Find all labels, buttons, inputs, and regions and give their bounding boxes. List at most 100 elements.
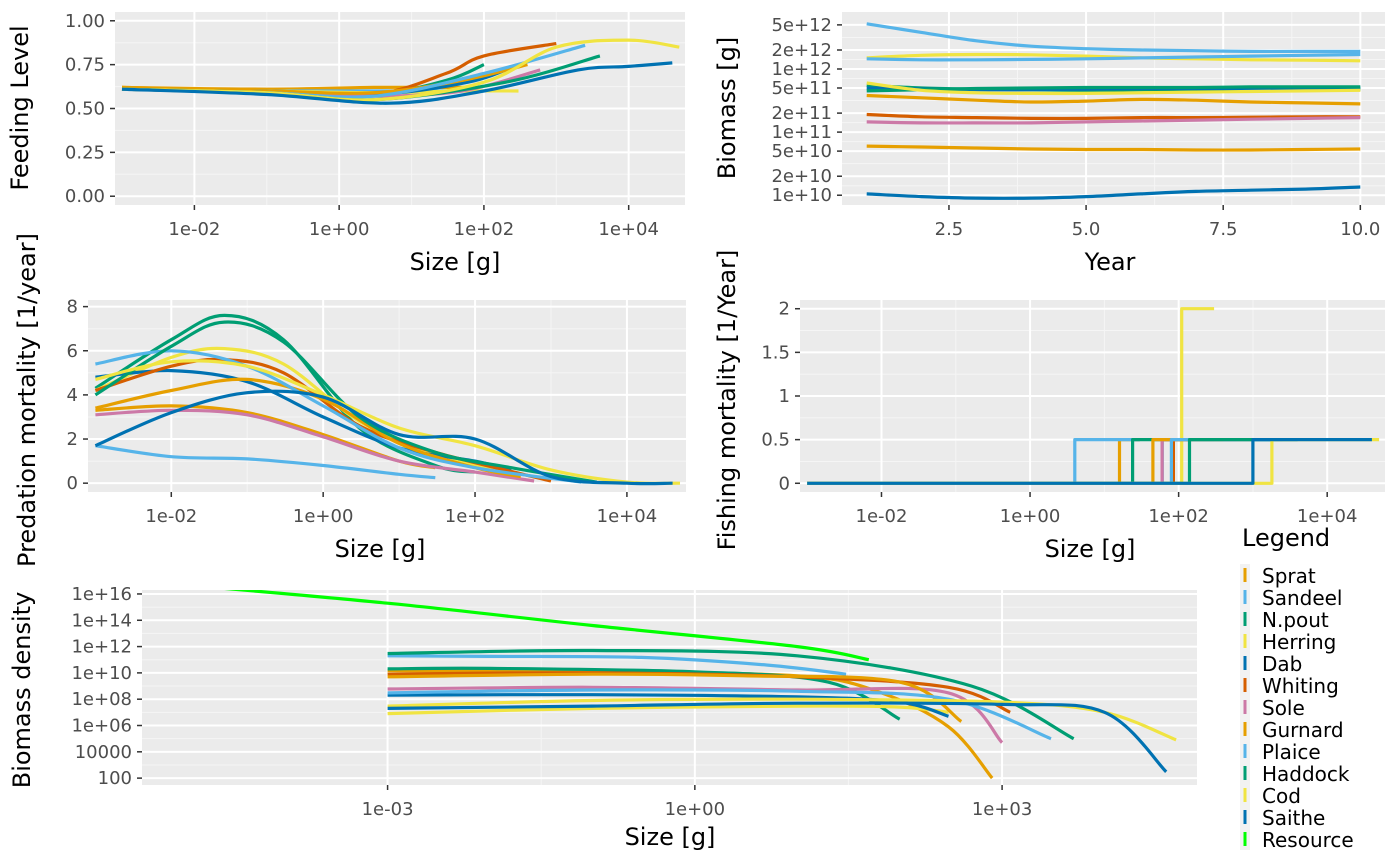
y-axis-title: Biomass [g]	[713, 37, 741, 180]
y-tick-label: 6	[67, 341, 78, 362]
series-group	[121, 38, 680, 105]
y-axis-title: Biomass density	[8, 592, 36, 789]
y-tick-label: 1e+12	[71, 637, 132, 658]
legend-label: Herring	[1262, 630, 1336, 654]
legend-title: Legend	[1242, 524, 1330, 552]
y-tick-label: 2	[779, 299, 790, 320]
series-line-cod	[95, 359, 681, 485]
series-line-plaice	[866, 52, 1361, 62]
x-axis-title: Year	[1084, 248, 1136, 276]
legend-label: Sandeel	[1262, 586, 1343, 610]
series-line-saithe	[866, 185, 1361, 200]
x-tick-label: 1e+04	[597, 506, 658, 527]
y-tick-label: 1e+11	[771, 122, 832, 143]
legend-label: Gurnard	[1262, 718, 1344, 742]
series-line-sandeel	[866, 22, 1361, 54]
predation-mortality-panel: 1e-02 1e+00 1e+02 1e+04 0 2 4 6 8 Size [g] Predati…	[13, 233, 686, 567]
series-line-sandeel	[95, 444, 436, 480]
y-tick-label: 0	[779, 473, 790, 494]
biomass-density-panel: 1e-03 1e+00 1e+03 100 10000 1e+06 1e+08 1e+10 1e…	[8, 584, 1197, 851]
x-tick-label: 1e+02	[445, 506, 506, 527]
series-group	[807, 307, 1380, 485]
y-tick-label: 100	[98, 768, 132, 789]
series-line-gurnard	[866, 144, 1361, 152]
legend-label: Cod	[1262, 784, 1301, 808]
y-tick-label: 1.5	[761, 342, 790, 363]
y-tick-label: 5e+10	[771, 141, 832, 162]
x-tick-label: 5.0	[1072, 219, 1101, 240]
y-tick-label: 1	[779, 386, 790, 407]
series-line-saithe	[807, 438, 1372, 485]
series-line-resource	[224, 590, 870, 662]
y-tick-label: 2e+10	[771, 166, 832, 187]
y-tick-label: 0.5	[761, 430, 790, 451]
plot-background	[88, 300, 686, 492]
y-axis-title: Predation mortality [1/year]	[13, 233, 41, 567]
x-tick-label: 2.5	[935, 219, 964, 240]
y-tick-label: 1e+08	[71, 689, 132, 710]
y-tick-label: 1e+16	[71, 584, 132, 605]
series-line-sole	[95, 408, 535, 483]
x-tick-label: 1e-02	[145, 506, 197, 527]
x-tick-label: 1e+00	[309, 219, 370, 240]
series-line-haddock	[387, 648, 1075, 741]
y-tick-label: 2e+12	[771, 40, 832, 61]
y-tick-label: 1e+06	[71, 716, 132, 737]
y-tick-label: 5e+12	[771, 15, 832, 36]
series-group	[224, 590, 1177, 780]
series-group	[94, 313, 681, 486]
y-tick-label: 0.25	[65, 142, 105, 163]
legend-label: N.pout	[1262, 608, 1329, 632]
fishing-mortality-panel: 1e-02 1e+00 1e+02 1e+04 0 0.5 1 1.5 2 Size [g] Fis…	[713, 250, 1385, 563]
y-tick-label: 1e+12	[771, 59, 832, 80]
legend-label: Sprat	[1262, 564, 1316, 588]
y-tick-label: 0.75	[65, 55, 105, 76]
series-line-plaice	[95, 349, 582, 484]
y-tick-label: 2e+11	[771, 103, 832, 124]
legend-label: Plaice	[1262, 740, 1321, 764]
y-tick-label: 8	[67, 297, 78, 318]
legend-label: Resource	[1262, 828, 1354, 852]
series-line-haddock	[94, 320, 597, 484]
x-tick-label: 1e-02	[856, 506, 908, 527]
x-tick-label: 1e+02	[454, 219, 515, 240]
series-line-saithe	[387, 701, 1168, 773]
y-tick-label: 0.00	[65, 186, 105, 207]
series-group	[866, 22, 1361, 200]
x-tick-label: 1e+00	[665, 799, 726, 820]
y-tick-label: 2	[67, 429, 78, 450]
x-tick-label: 1e+02	[1148, 506, 1209, 527]
legend-label: Dab	[1262, 652, 1302, 676]
plot-background	[842, 12, 1385, 205]
series-line-sole	[866, 116, 1361, 125]
x-tick-label: 1e-02	[168, 219, 220, 240]
legend-label: Whiting	[1262, 674, 1339, 698]
series-line-cod	[866, 81, 1361, 96]
y-tick-label: 1.00	[65, 11, 105, 32]
feeding-level-panel: 1e-02 1e+00 1e+02 1e+04 0.00 0.25 0.50 0.75 1.00…	[6, 11, 685, 276]
x-tick-label: 10.0	[1340, 219, 1380, 240]
series-line-gurnard	[387, 672, 963, 723]
series-line-saithe	[121, 61, 673, 105]
y-tick-label: 0.50	[65, 99, 105, 120]
series-line-herring	[387, 704, 949, 716]
y-axis-title: Feeding Level	[6, 25, 34, 190]
y-tick-label: 5e+11	[771, 78, 832, 99]
x-tick-label: 1e+03	[972, 799, 1033, 820]
legend: Legend SpratSandeelN.poutHerringDabWhitin…	[1240, 524, 1354, 852]
series-line-npout	[387, 666, 901, 721]
legend-label: Saithe	[1262, 806, 1325, 830]
series-line-saithe	[94, 389, 673, 486]
x-tick-label: 1e+00	[293, 506, 354, 527]
x-axis-title: Size [g]	[625, 823, 716, 851]
x-tick-label: 1e+04	[1297, 506, 1358, 527]
series-line-npout	[94, 313, 476, 474]
x-tick-label: 1e+00	[1000, 506, 1061, 527]
y-tick-label: 1e+14	[71, 610, 132, 631]
y-axis-title: Fishing mortality [1/Year]	[713, 250, 741, 551]
y-tick-label: 0	[67, 473, 78, 494]
legend-label: Sole	[1262, 696, 1305, 720]
y-tick-label: 10000	[75, 742, 132, 763]
